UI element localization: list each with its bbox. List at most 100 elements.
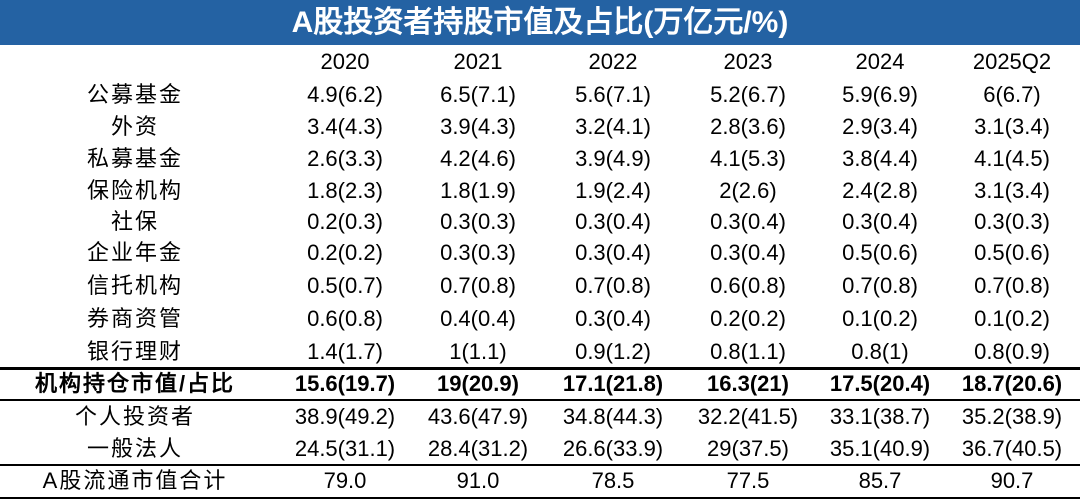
table-cell: 1.9(2.4) (575, 178, 651, 203)
column-header: 2022 (588, 49, 638, 74)
table-cell: 3.1(3.4) (974, 114, 1050, 139)
row-label: 企业年金 (86, 240, 183, 265)
rule (0, 367, 1080, 370)
table-cell: 0.6(0.8) (710, 273, 786, 298)
row-label: 社保 (110, 209, 159, 234)
table-cell: 3.4(4.3) (307, 114, 383, 139)
table-cell: 4.1(4.5) (974, 146, 1050, 171)
table-cell: 35.1(40.9) (829, 436, 931, 461)
table-cell: 18.7(20.6) (961, 371, 1063, 396)
table-cell: 0.3(0.3) (440, 209, 516, 234)
table-cell: 0.8(0.9) (974, 339, 1050, 364)
table-cell: 0.2(0.2) (710, 306, 786, 331)
row-label: 信托机构 (86, 273, 183, 298)
table-cell: 5.6(7.1) (575, 82, 651, 107)
table-cell: 19(20.9) (437, 371, 519, 396)
table-cell: 28.4(31.2) (427, 436, 529, 461)
table-cell: 0.6(0.8) (307, 306, 383, 331)
table-cell: 43.6(47.9) (427, 404, 529, 429)
table-cell: 0.3(0.4) (575, 240, 651, 265)
table-cell: 0.4(0.4) (440, 306, 516, 331)
table-cell: 0.3(0.3) (974, 209, 1050, 234)
table-cell: 1.8(1.9) (440, 178, 516, 203)
table-cell: 3.9(4.3) (440, 114, 516, 139)
table-cell: 85.7 (858, 468, 902, 493)
table-cell: 0.2(0.2) (307, 240, 383, 265)
table-cell: 0.3(0.4) (575, 306, 651, 331)
row-label: 机构持仓市值/占比 (34, 371, 236, 396)
row-label: 个人投资者 (74, 404, 195, 429)
table-cell: 17.1(21.8) (562, 371, 664, 396)
table-cell: 6(6.7) (983, 82, 1041, 107)
table-cell: 38.9(49.2) (294, 404, 396, 429)
table-cell: 0.1(0.2) (842, 306, 918, 331)
row-label: 券商资管 (86, 306, 183, 331)
table-cell: 4.1(5.3) (710, 146, 786, 171)
title-bar: A股投资者持股市值及占比(万亿元/%) (0, 0, 1080, 45)
table-cell: 0.7(0.8) (842, 273, 918, 298)
table-cell: 0.3(0.4) (710, 209, 786, 234)
column-header: 2025Q2 (972, 49, 1052, 74)
table-cell: 2(2.6) (719, 178, 777, 203)
table-cell: 79.0 (323, 468, 367, 493)
row-label: 银行理财 (86, 339, 183, 364)
table-cell: 0.9(1.2) (575, 339, 651, 364)
table-cell: 0.3(0.4) (842, 209, 918, 234)
table-cell: 90.7 (990, 468, 1034, 493)
row-label: 公募基金 (86, 82, 183, 107)
table-cell: 5.2(6.7) (710, 82, 786, 107)
table-cell: 32.2(41.5) (697, 404, 799, 429)
table-cell: 1.8(2.3) (307, 178, 383, 203)
table-cell: 0.5(0.6) (842, 240, 918, 265)
table-cell: 34.8(44.3) (562, 404, 664, 429)
table-cell: 0.2(0.3) (307, 209, 383, 234)
table-cell: 1.4(1.7) (307, 339, 383, 364)
table-cell: 4.2(4.6) (440, 146, 516, 171)
table-cell: 5.9(6.9) (842, 82, 918, 107)
row-label: 一般法人 (86, 436, 183, 461)
table-cell: 0.7(0.8) (974, 273, 1050, 298)
table-cell: 0.5(0.6) (974, 240, 1050, 265)
table-cell: 3.2(4.1) (575, 114, 651, 139)
table-cell: 29(37.5) (707, 436, 789, 461)
table-cell: 15.6(19.7) (294, 371, 396, 396)
table-cell: 77.5 (726, 468, 770, 493)
table-cell: 6.5(7.1) (440, 82, 516, 107)
table-cell: 0.3(0.4) (710, 240, 786, 265)
table-cell: 3.9(4.9) (575, 146, 651, 171)
table-cell: 33.1(38.7) (829, 404, 931, 429)
column-header: 2021 (453, 49, 503, 74)
table-cell: 0.3(0.4) (575, 209, 651, 234)
table-cell: 36.7(40.5) (961, 436, 1063, 461)
table-cell: 3.8(4.4) (842, 146, 918, 171)
table-cell: 0.1(0.2) (974, 306, 1050, 331)
column-header: 2024 (855, 49, 905, 74)
table-cell: 35.2(38.9) (961, 404, 1063, 429)
table-cell: 3.1(3.4) (974, 178, 1050, 203)
column-header: 2020 (320, 49, 370, 74)
table-cell: 0.8(1) (851, 339, 909, 364)
table-cell: 0.7(0.8) (440, 273, 516, 298)
table-cell: 4.9(6.2) (307, 82, 383, 107)
rule (0, 464, 1080, 466)
column-header: 2023 (723, 49, 773, 74)
table-cell: 17.5(20.4) (829, 371, 931, 396)
table-cell: 91.0 (456, 468, 500, 493)
rule (0, 399, 1080, 401)
table-cell: 2.9(3.4) (842, 114, 918, 139)
row-label: 外资 (110, 114, 159, 139)
table-cell: 26.6(33.9) (562, 436, 664, 461)
table-cell: 0.8(1.1) (710, 339, 786, 364)
table-cell: 78.5 (591, 468, 635, 493)
table-cell: 0.7(0.8) (575, 273, 651, 298)
table-cell: 2.8(3.6) (710, 114, 786, 139)
table-cell: 16.3(21) (707, 371, 789, 396)
row-label: A股流通市值合计 (42, 468, 228, 493)
table-cell: 24.5(31.1) (294, 436, 396, 461)
table-cell: 0.5(0.7) (307, 273, 383, 298)
table-cell: 0.3(0.3) (440, 240, 516, 265)
table-cell: 2.6(3.3) (307, 146, 383, 171)
row-label: 私募基金 (86, 146, 183, 171)
table-cell: 1(1.1) (449, 339, 507, 364)
